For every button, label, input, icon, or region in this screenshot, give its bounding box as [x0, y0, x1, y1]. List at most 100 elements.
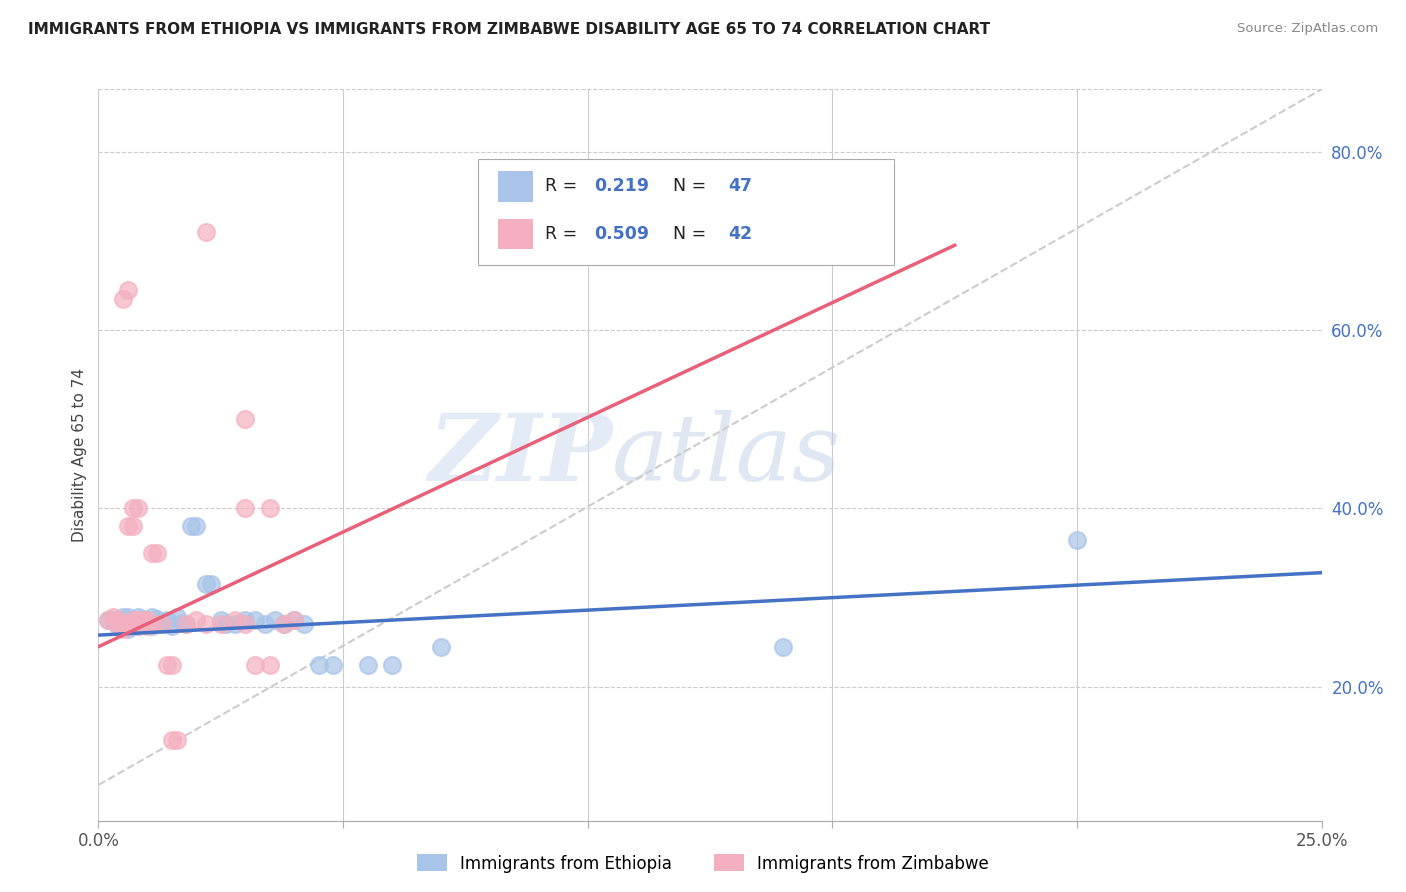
- Point: [121, 613, 143, 627]
- Point: [117, 519, 139, 533]
- Point: [273, 617, 295, 632]
- Point: [356, 657, 378, 672]
- Point: [146, 612, 169, 626]
- Point: [131, 612, 153, 626]
- Point: [127, 501, 149, 516]
- Point: [150, 617, 173, 632]
- Point: [121, 613, 143, 627]
- Point: [180, 519, 202, 533]
- Text: Source: ZipAtlas.com: Source: ZipAtlas.com: [1237, 22, 1378, 36]
- Point: [150, 617, 173, 632]
- Point: [156, 613, 179, 627]
- Point: [259, 657, 281, 672]
- Point: [117, 622, 139, 636]
- Legend: Immigrants from Ethiopia, Immigrants from Zimbabwe: Immigrants from Ethiopia, Immigrants fro…: [411, 847, 995, 880]
- Point: [121, 617, 143, 632]
- Text: 47: 47: [728, 178, 752, 195]
- Point: [111, 610, 134, 624]
- Point: [430, 640, 453, 654]
- Point: [121, 519, 143, 533]
- Point: [214, 617, 236, 632]
- Point: [156, 657, 179, 672]
- Point: [160, 733, 183, 747]
- Point: [170, 615, 193, 630]
- Point: [111, 292, 134, 306]
- Point: [136, 613, 159, 627]
- Point: [111, 615, 134, 630]
- Text: R =: R =: [546, 225, 582, 243]
- Point: [141, 546, 163, 560]
- Point: [243, 657, 266, 672]
- Text: 0.219: 0.219: [593, 178, 648, 195]
- Point: [127, 613, 149, 627]
- Point: [131, 615, 153, 630]
- Point: [101, 613, 124, 627]
- Point: [146, 546, 169, 560]
- Y-axis label: Disability Age 65 to 74: Disability Age 65 to 74: [72, 368, 87, 542]
- Point: [107, 613, 129, 627]
- Point: [176, 617, 198, 632]
- Text: IMMIGRANTS FROM ETHIOPIA VS IMMIGRANTS FROM ZIMBABWE DISABILITY AGE 65 TO 74 COR: IMMIGRANTS FROM ETHIOPIA VS IMMIGRANTS F…: [28, 22, 990, 37]
- Point: [259, 501, 281, 516]
- Point: [121, 501, 143, 516]
- Point: [200, 577, 222, 591]
- Point: [131, 613, 153, 627]
- Point: [224, 617, 246, 632]
- Point: [160, 619, 183, 633]
- Point: [141, 610, 163, 624]
- Point: [166, 733, 188, 747]
- Point: [381, 657, 404, 672]
- Text: atlas: atlas: [612, 410, 842, 500]
- Point: [136, 613, 159, 627]
- Point: [1066, 533, 1088, 547]
- Point: [176, 617, 198, 632]
- Point: [186, 519, 208, 533]
- Point: [233, 613, 256, 627]
- Point: [772, 640, 794, 654]
- Text: R =: R =: [546, 178, 582, 195]
- Point: [111, 615, 134, 630]
- Point: [101, 610, 124, 624]
- Point: [141, 619, 163, 633]
- Point: [107, 617, 129, 632]
- Text: N =: N =: [673, 225, 711, 243]
- Point: [127, 619, 149, 633]
- FancyBboxPatch shape: [478, 159, 894, 265]
- Point: [209, 613, 232, 627]
- Point: [233, 617, 256, 632]
- Point: [209, 617, 232, 632]
- Point: [243, 613, 266, 627]
- Point: [127, 619, 149, 633]
- Point: [136, 619, 159, 633]
- Point: [97, 613, 120, 627]
- Text: N =: N =: [673, 178, 711, 195]
- Point: [195, 617, 218, 632]
- Text: 42: 42: [728, 225, 752, 243]
- Text: ZIP: ZIP: [427, 410, 612, 500]
- Text: 0.509: 0.509: [593, 225, 648, 243]
- Point: [107, 619, 129, 633]
- Point: [195, 577, 218, 591]
- Point: [195, 225, 218, 239]
- Point: [146, 615, 169, 630]
- Point: [273, 617, 295, 632]
- Point: [136, 617, 159, 632]
- Point: [107, 617, 129, 632]
- Point: [117, 610, 139, 624]
- Point: [322, 657, 344, 672]
- Point: [283, 613, 305, 627]
- Point: [111, 622, 134, 636]
- Point: [233, 412, 256, 426]
- Point: [308, 657, 330, 672]
- Point: [253, 617, 276, 632]
- Point: [141, 615, 163, 630]
- Point: [263, 613, 285, 627]
- Point: [117, 617, 139, 632]
- Point: [160, 657, 183, 672]
- Point: [117, 283, 139, 297]
- Point: [283, 613, 305, 627]
- Point: [224, 613, 246, 627]
- FancyBboxPatch shape: [498, 219, 533, 250]
- Point: [186, 613, 208, 627]
- Point: [166, 610, 188, 624]
